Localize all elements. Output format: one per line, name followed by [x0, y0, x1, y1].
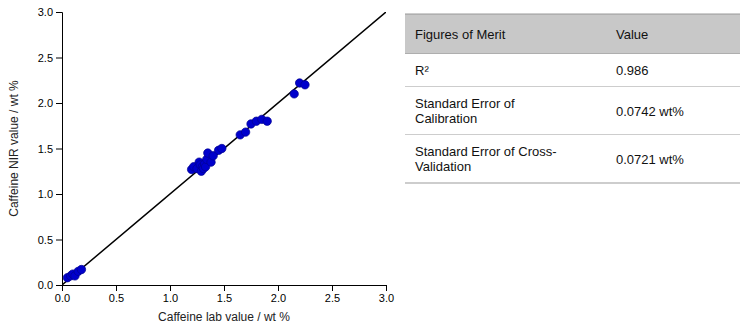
scatter-point — [241, 128, 249, 136]
x-tick: 0.5 — [109, 285, 124, 304]
table-cell-text-line: 0.0721 wt% — [616, 152, 684, 167]
y-tick-label: 2.5 — [38, 52, 53, 64]
x-tick-mark — [278, 285, 279, 291]
y-tick-mark — [56, 149, 62, 150]
y-tick: 1.5 — [38, 143, 62, 155]
y-axis-label: Caffeine NIR value / wt % — [7, 80, 21, 217]
scatter-point — [290, 90, 298, 98]
table-header-text: Figures of Merit — [415, 27, 506, 42]
table-cell-text-line: Standard Error of — [415, 96, 515, 111]
table-cell-text-line: Validation — [415, 159, 471, 174]
table-cell — [606, 54, 740, 87]
table-cell-text: Standard Error of Cross-Validation — [415, 144, 557, 174]
table-cell-text: 0.986 — [616, 63, 649, 78]
y-tick: 2.5 — [38, 52, 62, 64]
y-tick-mark — [56, 58, 62, 59]
table-cell — [606, 87, 740, 135]
x-tick-mark — [386, 285, 387, 291]
scatter-point — [263, 117, 271, 125]
table-cell-text-line: 0.986 — [616, 63, 649, 78]
table-header-text-line: Value — [616, 27, 648, 42]
y-tick: 3.0 — [38, 6, 62, 18]
x-tick: 1.0 — [163, 285, 178, 304]
table-cell-text: 0.0721 wt% — [616, 152, 684, 167]
table-cell-text: R² — [415, 63, 429, 78]
table-cell-text: Standard Error ofCalibration — [415, 96, 515, 126]
x-tick-label: 3.0 — [379, 292, 394, 304]
table-cell-text-line: R² — [415, 63, 429, 78]
x-tick: 0.0 — [55, 285, 70, 304]
scatter-chart: 0.0 0.5 1.0 1.5 2.0 2.5 3.0 0.0 0.5 1.0 1.5 2.0 2.5 3… — [7, 6, 394, 324]
table-rule — [405, 14, 740, 15]
x-tick-label: 0.5 — [109, 292, 124, 304]
x-tick-mark — [116, 285, 117, 291]
table-rule — [405, 183, 740, 184]
y-tick-mark — [56, 12, 62, 13]
x-tick: 3.0 — [379, 285, 394, 304]
x-tick-label: 1.5 — [217, 292, 232, 304]
y-tick-label: 1.5 — [38, 143, 53, 155]
y-axis-line — [56, 13, 63, 286]
x-tick: 2.0 — [271, 285, 286, 304]
scatter-point — [77, 265, 85, 273]
x-tick: 1.5 — [217, 285, 232, 304]
table-cell — [606, 135, 740, 183]
scatter-point — [218, 144, 226, 152]
table-cell-text-line: Standard Error of Cross- — [415, 144, 557, 159]
table-cell — [405, 87, 606, 135]
table-cell-text-line: 0.0742 wt% — [616, 104, 684, 119]
line — [62, 12, 386, 285]
y-tick: 0.5 — [38, 234, 62, 246]
y-tick-label: 0.0 — [38, 279, 53, 291]
y-tick-label: 1.0 — [38, 188, 53, 200]
table-cell — [405, 135, 606, 183]
y-tick-mark — [56, 285, 62, 286]
x-tick: 2.5 — [325, 285, 340, 304]
table-header-cell — [606, 14, 740, 54]
table-header-text: Value — [616, 27, 648, 42]
y-tick-mark — [56, 103, 62, 104]
table-header-cell — [405, 14, 606, 54]
x-axis-line — [63, 286, 387, 292]
x-axis-label: Caffeine lab value / wt % — [158, 310, 290, 324]
y-tick-mark — [56, 240, 62, 241]
table-header-text-line: Figures of Merit — [415, 27, 506, 42]
y-axis: 0.0 0.5 1.0 1.5 2.0 2.5 3.0 — [38, 6, 63, 291]
x-tick-label: 2.5 — [325, 292, 340, 304]
y-tick-label: 0.5 — [38, 234, 53, 246]
scatter-point — [301, 81, 309, 89]
x-tick-mark — [170, 285, 171, 291]
y-tick-label: 3.0 — [38, 6, 53, 18]
y-tick: 2.0 — [38, 97, 62, 109]
x-axis: 0.0 0.5 1.0 1.5 2.0 2.5 3.0 — [55, 285, 394, 304]
plot-area — [62, 12, 386, 285]
y-tick-label: 2.0 — [38, 97, 53, 109]
x-tick-label: 0.0 — [55, 292, 70, 304]
x-tick-mark — [224, 285, 225, 291]
table-cell — [405, 54, 606, 87]
y-tick: 0.0 — [38, 279, 62, 291]
y-tick-mark — [56, 194, 62, 195]
figure: 0.0 0.5 1.0 1.5 2.0 2.5 3.0 0.0 0.5 1.0 1.5 2.0 2.5 3… — [0, 0, 750, 331]
x-tick-label: 1.0 — [163, 292, 178, 304]
x-tick-mark — [332, 285, 333, 291]
table: Figures of Merit Value R² 0.986 Standard Err… — [405, 14, 740, 183]
y-tick: 1.0 — [38, 188, 62, 200]
table-cell-text-line: Calibration — [415, 111, 477, 126]
x-tick-label: 2.0 — [271, 292, 286, 304]
table-cell-text: 0.0742 wt% — [616, 104, 684, 119]
